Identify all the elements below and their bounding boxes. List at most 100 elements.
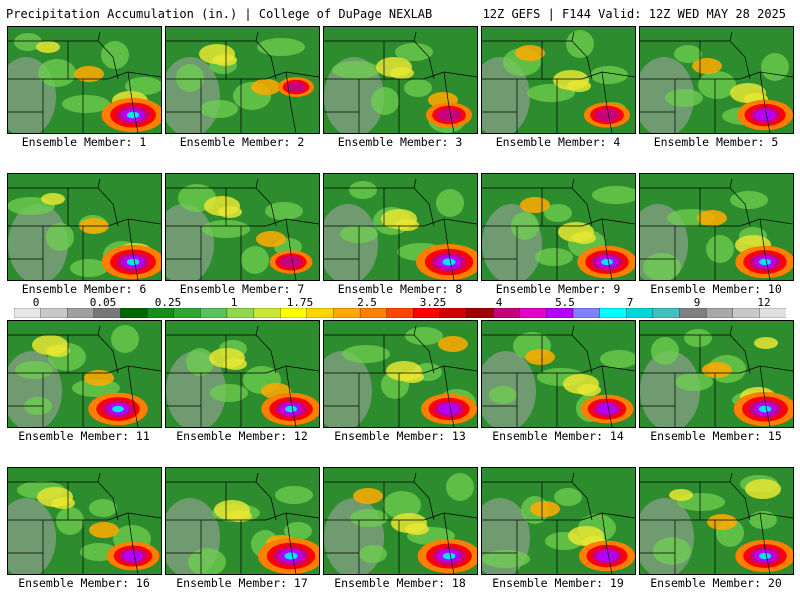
- colorbar-swatch: [253, 308, 281, 318]
- colorbar-label: 9: [693, 296, 701, 309]
- member-map-20: [639, 467, 794, 575]
- member-map-10: [639, 173, 794, 281]
- member-map-5: [639, 26, 794, 134]
- precip-map: [166, 27, 319, 133]
- precip-patch: [554, 488, 582, 506]
- precip-band: [730, 83, 766, 103]
- precip-band: [525, 349, 555, 365]
- precip-patch: [284, 522, 312, 540]
- state-border: [97, 187, 119, 227]
- precip-patch: [436, 189, 464, 217]
- colorbar-swatch: [120, 308, 148, 318]
- member-map-12: [165, 320, 320, 428]
- member-map-3: [323, 26, 478, 134]
- precip-map: [640, 321, 793, 427]
- colorbar-swatch: [439, 308, 468, 318]
- precip-band: [256, 231, 286, 247]
- state-border: [601, 512, 613, 574]
- precip-patch: [371, 87, 399, 115]
- colorbar-label: 2.5: [357, 296, 377, 309]
- precip-patch: [535, 248, 573, 266]
- precip-patch: [482, 550, 530, 568]
- state-border: [127, 365, 139, 427]
- precip-band: [199, 44, 235, 64]
- precip-band: [692, 58, 722, 74]
- precip-map: [324, 321, 477, 427]
- colorbar-swatch: [14, 308, 42, 318]
- precip-max: [126, 111, 140, 119]
- dry-area: [166, 204, 214, 280]
- member-map-4: [481, 26, 636, 134]
- precip-map: [482, 27, 635, 133]
- state-border: [255, 187, 277, 227]
- state-border: [571, 481, 593, 521]
- precip-band: [353, 488, 383, 504]
- state-border: [729, 481, 751, 521]
- precip-band: [745, 479, 781, 499]
- precip-max: [442, 258, 456, 266]
- precip-map: [640, 468, 793, 574]
- member-map-14: [481, 320, 636, 428]
- member-map-16: [7, 467, 162, 575]
- precip-map: [8, 27, 161, 133]
- precip-map: [324, 27, 477, 133]
- precip-band: [74, 66, 104, 82]
- state-border: [759, 218, 771, 280]
- state-border: [413, 334, 435, 374]
- precip-patch: [62, 95, 110, 113]
- member-label: Ensemble Member: 13: [334, 429, 466, 443]
- dry-area: [324, 351, 372, 427]
- colorbar-swatch: [146, 308, 175, 318]
- precip-map: [166, 174, 319, 280]
- precip-patch: [761, 53, 789, 81]
- state-border: [413, 187, 435, 227]
- precip-patch: [101, 41, 129, 69]
- state-border: [285, 512, 297, 574]
- precip-patch: [395, 43, 433, 61]
- state-border: [601, 365, 613, 427]
- precip-patch: [446, 473, 474, 501]
- state-border: [443, 512, 455, 574]
- precip-patch: [653, 537, 691, 565]
- member-map-15: [639, 320, 794, 428]
- precip-patch: [257, 38, 305, 56]
- precip-band: [381, 209, 417, 229]
- precip-band: [376, 57, 412, 77]
- precip-band: [209, 348, 245, 368]
- state-border: [601, 218, 613, 280]
- colorbar-swatch: [652, 308, 681, 318]
- member-label: Ensemble Member: 7: [179, 282, 305, 296]
- colorbar-swatch: [306, 308, 335, 318]
- dry-area: [482, 57, 530, 133]
- precip-patch: [46, 223, 74, 251]
- member-map-2: [165, 26, 320, 134]
- precip-max: [123, 550, 143, 562]
- precip-patch: [730, 191, 768, 209]
- state-border: [127, 71, 139, 133]
- colorbar-swatch: [519, 308, 548, 318]
- member-label: Ensemble Member: 19: [492, 576, 624, 590]
- colorbar-label: 0: [32, 296, 40, 309]
- precip-max: [759, 258, 771, 266]
- colorbar-swatch: [67, 308, 95, 318]
- precip-max: [438, 403, 460, 415]
- state-border: [759, 365, 771, 427]
- member-label: Ensemble Member: 1: [21, 135, 147, 149]
- precip-patch: [38, 59, 76, 87]
- member-label: Ensemble Member: 2: [179, 135, 305, 149]
- precip-patch: [749, 511, 777, 529]
- precip-patch: [56, 507, 84, 535]
- state-border: [285, 365, 297, 427]
- member-label: Ensemble Member: 9: [495, 282, 621, 296]
- member-label: Ensemble Member: 8: [337, 282, 463, 296]
- precip-max: [596, 550, 618, 562]
- precip-band: [515, 45, 545, 61]
- precip-patch: [674, 45, 702, 63]
- precip-patch: [643, 253, 681, 280]
- colorbar-swatch: [626, 308, 654, 318]
- colorbar-swatch: [599, 308, 627, 318]
- state-border: [285, 71, 297, 133]
- colorbar-label: 1: [230, 296, 238, 309]
- member-label: Ensemble Member: 15: [650, 429, 782, 443]
- header: Precipitation Accumulation (in.) | Colle…: [0, 0, 800, 24]
